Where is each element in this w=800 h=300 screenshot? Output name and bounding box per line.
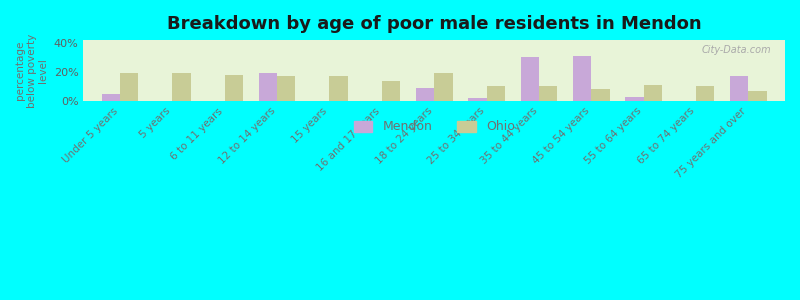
Bar <box>382 81 400 101</box>
Bar <box>225 75 243 101</box>
Bar <box>102 94 120 101</box>
Bar <box>644 85 662 101</box>
Bar <box>486 86 505 101</box>
Bar <box>730 76 748 101</box>
Bar <box>258 74 277 101</box>
Bar <box>521 58 539 101</box>
Bar <box>573 56 591 101</box>
Bar <box>591 89 610 101</box>
Bar <box>172 74 190 101</box>
Bar <box>416 88 434 101</box>
Text: City-Data.com: City-Data.com <box>702 45 771 55</box>
Bar <box>626 97 644 101</box>
Bar <box>539 86 558 101</box>
Legend: Mendon, Ohio: Mendon, Ohio <box>349 116 520 139</box>
Bar <box>120 74 138 101</box>
Bar <box>696 86 714 101</box>
Bar <box>468 98 486 101</box>
Bar <box>277 76 295 101</box>
Bar <box>330 76 348 101</box>
Bar <box>434 74 453 101</box>
Y-axis label: percentage
below poverty
level: percentage below poverty level <box>15 33 48 108</box>
Title: Breakdown by age of poor male residents in Mendon: Breakdown by age of poor male residents … <box>167 15 702 33</box>
Bar <box>748 91 766 101</box>
